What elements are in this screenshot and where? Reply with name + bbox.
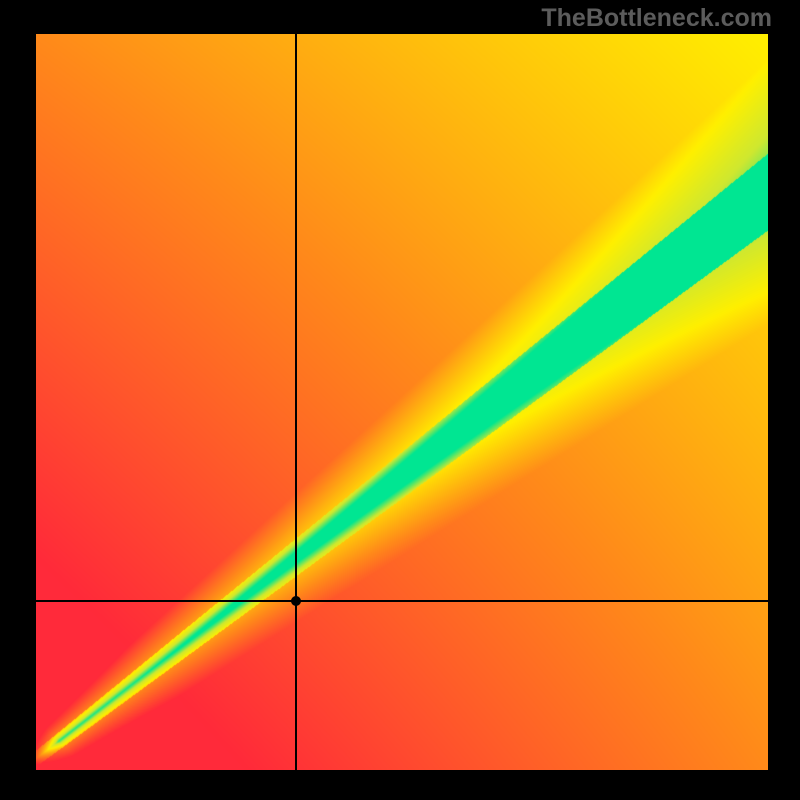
- chart-frame: [32, 30, 772, 774]
- crosshair-vertical: [295, 34, 297, 770]
- chart-inner: [36, 34, 768, 770]
- watermark-text: TheBottleneck.com: [541, 4, 772, 33]
- heatmap-canvas: [36, 34, 768, 770]
- crosshair-horizontal: [36, 600, 768, 602]
- crosshair-dot: [291, 596, 301, 606]
